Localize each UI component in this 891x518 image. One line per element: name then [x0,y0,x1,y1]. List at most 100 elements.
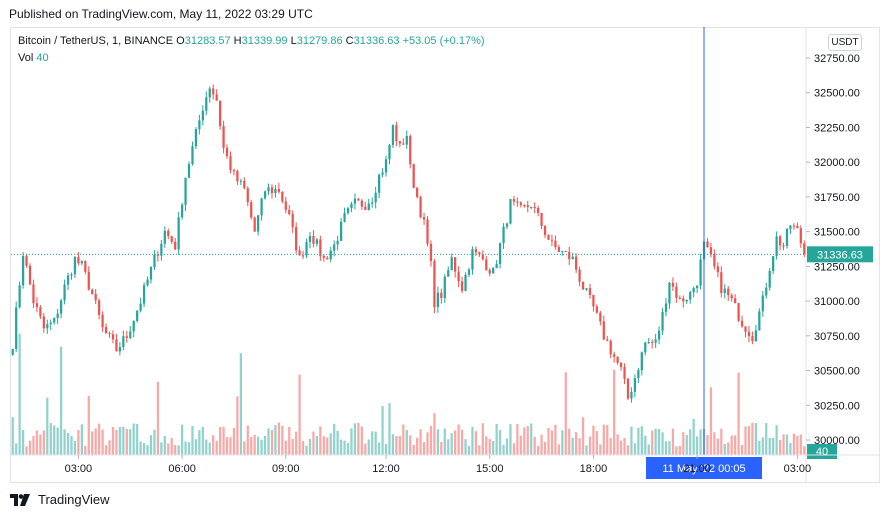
volume-bar [664,441,668,455]
volume-bar [139,441,142,455]
volume-bar [364,443,367,455]
currency-badge[interactable]: USDT [828,34,862,51]
volume-bar [595,431,599,455]
candle-body [447,270,450,277]
volume-bar [716,438,719,455]
close-value: 31336.63 [353,35,400,47]
candle-body [633,378,637,392]
crosshair-time-tag [646,457,762,479]
candle-body [191,146,194,165]
volume-bar [333,423,336,455]
candle-body [270,187,274,194]
volume-bar [599,444,602,455]
candle-body [253,217,256,232]
candle-body [25,256,28,266]
volume-bar [581,417,585,455]
candle-body [433,261,436,308]
candle-body [212,88,215,95]
tradingview-logo[interactable]: TradingView [10,492,110,507]
crosshair-time-label: 11 May '22 00:05 [662,463,745,475]
volume-bar [616,434,619,455]
candle-body [512,199,516,202]
volume-bar [626,445,630,455]
volume-bar [485,436,488,455]
candle-body [281,191,284,202]
volume-bar [111,426,115,455]
volume-bar [758,440,761,455]
candle-body [336,240,339,245]
volume-bar [744,426,747,455]
candle-body [747,331,751,337]
candle-body [536,207,540,213]
candle-body [108,333,111,335]
volume-legend: Vol 40 [18,52,49,64]
volume-bar [678,445,681,455]
volume-bar [623,437,626,455]
candle-body [419,197,422,218]
candle-body [163,230,166,244]
x-tick-label: 03:00 [65,463,93,475]
volume-bar [170,438,173,455]
volume-bar [91,431,94,455]
volume-bar [654,428,657,455]
candle-body [329,250,332,260]
candle-body [623,367,626,379]
volume-bar [454,430,457,455]
volume-bar [651,430,654,455]
volume-bar [25,446,28,455]
candle-body [284,201,287,210]
candle-body [139,303,142,311]
volume-bar [201,426,204,455]
candle-body [250,202,253,218]
candle-body [194,129,198,147]
volume-bar [609,437,612,455]
volume-bar [236,396,239,455]
chart-frame [10,27,880,483]
volume-bar [270,430,274,455]
candle-body [35,303,39,308]
volume-bar [222,426,225,455]
volume-bar [737,372,740,455]
volume-bar [80,424,83,455]
symbol-title[interactable]: Bitcoin / TetherUS, 1, BINANCE [18,35,174,47]
volume-bar [588,436,592,455]
candle-body [778,236,782,246]
candle-body [167,230,170,237]
candle-body [775,236,778,257]
candle-body [599,312,602,322]
volume-bar [440,441,443,455]
candle-body [657,330,661,340]
volume-bar [215,440,218,455]
ohlc-legend: Bitcoin / TetherUS, 1, BINANCE O31283.57… [18,35,485,47]
candle-body [15,307,18,350]
volume-bar [637,428,640,455]
x-tick-label: 03:00 [784,463,812,475]
volume-bar [543,441,547,455]
candle-body [754,330,758,342]
volume-bar [104,445,108,455]
last-price-tag [807,246,873,263]
candle-body [56,313,59,318]
volume-bar [754,423,758,455]
candle-body [564,250,567,252]
volume-bar [232,427,236,455]
volume-bar [727,442,730,455]
candle-body [374,192,377,203]
candle-body [772,256,775,271]
volume-bar [695,436,699,455]
candle-body [87,271,90,290]
volume-label[interactable]: Vol [18,52,34,64]
candle-body [481,254,484,260]
volume-bar [709,387,713,455]
volume-bar [557,444,560,455]
volume-bar [42,430,45,455]
candle-body [59,300,63,314]
volume-bar [799,434,802,455]
candle-body [682,298,685,302]
candle-body [146,279,149,286]
volume-bar [263,435,267,455]
candle-body [592,294,595,307]
volume-bar [765,423,768,455]
volume-bar [751,422,754,455]
